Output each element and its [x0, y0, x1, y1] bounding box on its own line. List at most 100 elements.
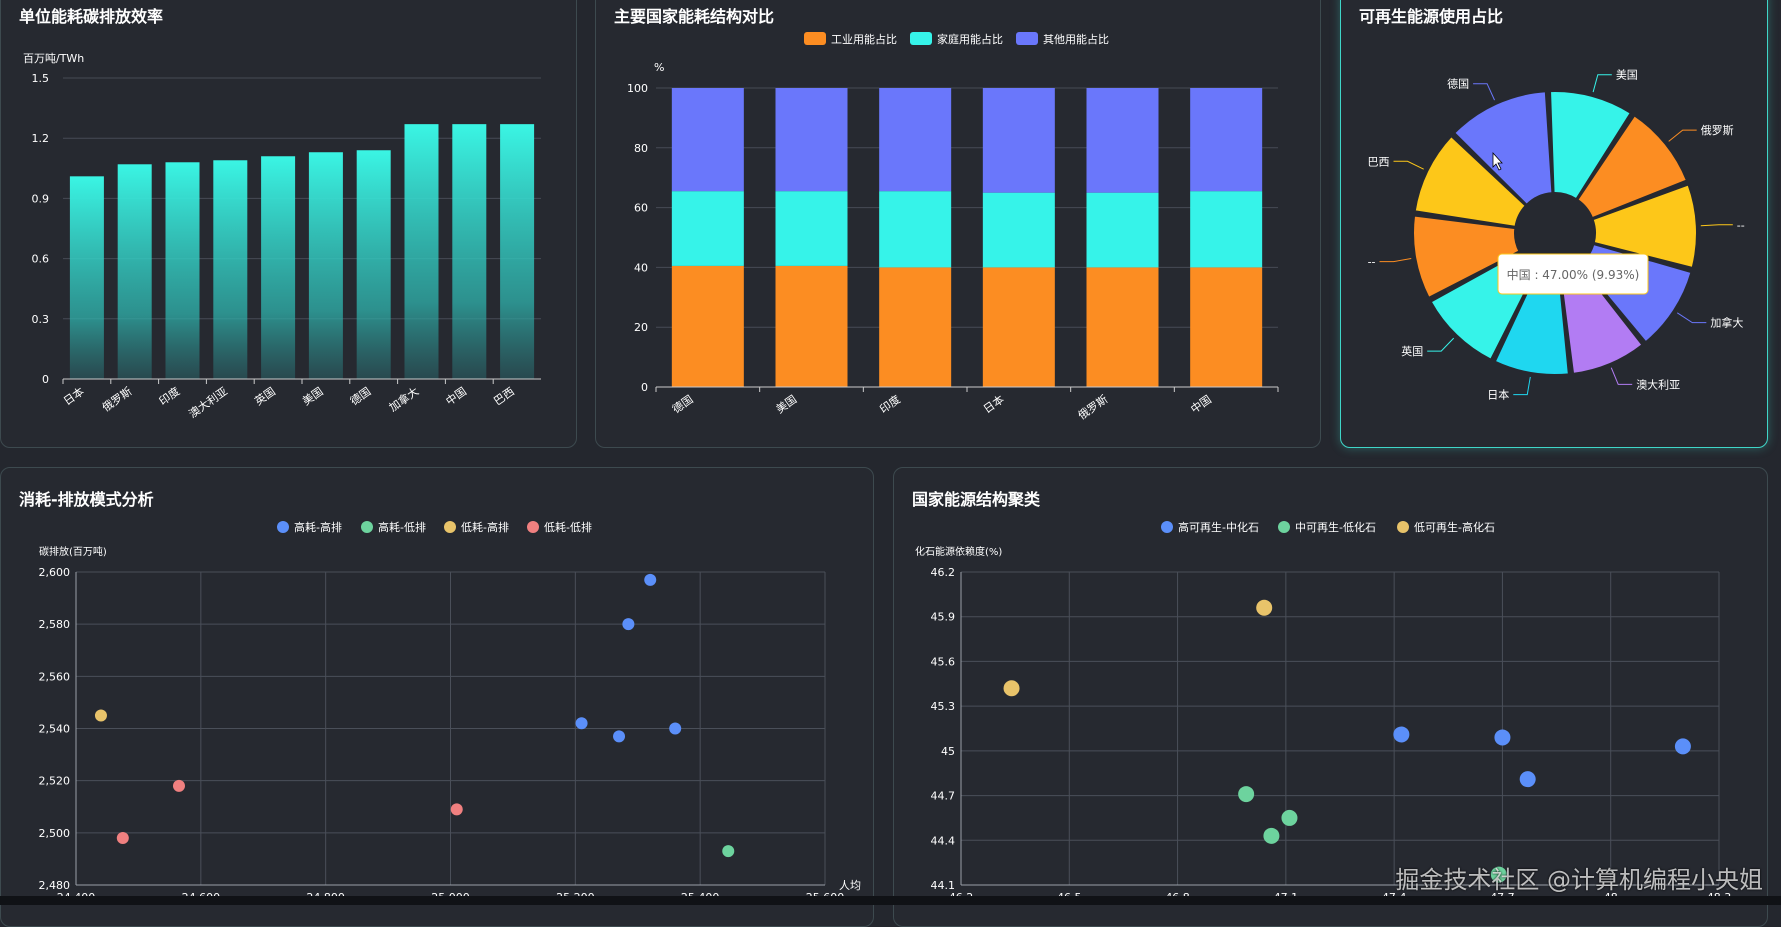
x-tick-label: 澳大利亚	[186, 384, 230, 421]
x-axis-title: 人均	[839, 879, 861, 892]
y-tick-label: 1.2	[32, 132, 50, 145]
label-leader-line	[1668, 129, 1697, 142]
y-axis-title: %	[654, 61, 664, 74]
stacked-bar-segment	[671, 191, 744, 266]
bar	[404, 124, 439, 379]
watermark: 掘金技术社区 @计算机编程小央姐	[1395, 866, 1763, 894]
legend-label: 家庭用能占比	[937, 32, 1003, 46]
pie-slice	[1549, 90, 1632, 201]
x-tick-label: 德国	[670, 392, 696, 416]
panel-title: 可再生能源使用占比	[1359, 7, 1504, 26]
bar	[500, 124, 535, 379]
x-tick-label: 印度	[156, 384, 182, 408]
pie-slice	[1576, 114, 1688, 220]
label-leader-line	[1427, 337, 1455, 352]
bar	[452, 124, 487, 379]
panel-title: 单位能耗碳排放效率	[19, 7, 164, 26]
y-tick-label: 2,580	[39, 618, 71, 631]
carbon-efficiency-bar-chart: 百万吨/TWh 0 0.3 0.6 0.9 1.2 1.5 日本 俄罗斯 印度 澳大利亚 英国 美国 德国…	[23, 52, 541, 421]
slice-label: --	[1737, 219, 1745, 232]
x-tick-label: 美国	[774, 393, 799, 416]
y-tick-label: 2,540	[39, 723, 71, 736]
y-axis-title: 化石能源依赖度(%)	[915, 545, 1002, 558]
bar	[308, 152, 343, 379]
stacked-bar-segment	[775, 191, 848, 266]
stacked-bar-segment	[1086, 88, 1159, 193]
tooltip-box	[1497, 253, 1649, 295]
y-tick-label: 100	[627, 82, 648, 95]
x-tick-label: 日本	[61, 384, 87, 408]
y-tick-label: 0	[42, 373, 49, 386]
pie-slice	[1412, 214, 1521, 299]
y-tick-label: 44.7	[931, 790, 956, 803]
cursor-icon	[1492, 151, 1503, 171]
y-tick-label: 40	[634, 261, 648, 274]
label-leader-line	[1393, 160, 1424, 170]
energy-structure-stacked-bar-chart: 工业用能占比 家庭用能占比 其他用能占比% 0 20 40 60 80 100 德国 美国 印度 日本 俄…	[627, 32, 1279, 423]
scatter-point	[613, 730, 626, 743]
slice-label: 德国	[1447, 77, 1469, 91]
tooltip: 中国 : 47.00% (9.93%)	[1497, 253, 1649, 295]
x-tick-label: 日本	[981, 392, 1007, 416]
legend-label: 工业用能占比	[831, 32, 897, 46]
consumption-emission-panel: 消耗-排放模式分析 高耗-高排 高耗-低排 低耗-高排 低耗-低排 碳排放(百万吨) 2,…	[0, 467, 874, 927]
scatter-point	[1393, 726, 1410, 743]
stacked-bar-segment	[671, 88, 744, 192]
slice-label: 俄罗斯	[1701, 124, 1734, 137]
label-leader-line	[1473, 83, 1495, 101]
panel-title: 主要国家能耗结构对比	[614, 7, 775, 26]
legend-marker	[1161, 521, 1173, 533]
stacked-bar-segment	[671, 265, 744, 387]
x-tick-label: 印度	[877, 392, 903, 416]
slice-label: --	[1368, 256, 1376, 269]
pie-slice	[1591, 183, 1698, 270]
stacked-bar-segment	[982, 88, 1055, 193]
scatter-point	[644, 573, 657, 586]
stacked-bar-segment	[982, 267, 1055, 387]
scatter-point	[172, 779, 185, 792]
stacked-bar-segment	[1190, 267, 1263, 387]
y-tick-label: 44.4	[931, 834, 956, 847]
bar	[117, 164, 152, 379]
legend-marker	[361, 521, 373, 533]
stacked-bar-segment	[775, 265, 848, 387]
scatter-point	[1256, 599, 1273, 616]
y-tick-label: 60	[634, 202, 648, 215]
scatter-point	[450, 803, 463, 816]
scatter-point	[1238, 786, 1255, 803]
tooltip-text: 中国 : 47.00% (9.93%)	[1507, 267, 1640, 282]
scatter-point	[1519, 771, 1536, 788]
scatter-point	[1003, 680, 1020, 697]
y-tick-label: 45.9	[931, 611, 956, 624]
legend-label: 其他用能占比	[1043, 32, 1109, 46]
scatter-point	[722, 845, 735, 858]
label-leader-line	[1592, 74, 1612, 93]
label-leader-line	[1379, 258, 1412, 263]
y-tick-label: 46.2	[931, 566, 956, 579]
y-tick-label: 44.1	[931, 879, 956, 892]
y-tick-label: 2,560	[39, 670, 71, 683]
y-axis-title: 百万吨/TWh	[23, 52, 84, 65]
scatter-point	[116, 832, 129, 845]
legend-swatch	[804, 32, 826, 45]
x-tick-label: 俄罗斯	[100, 385, 134, 415]
x-tick-label: 俄罗斯	[1076, 393, 1110, 423]
energy-structure-panel: 主要国家能耗结构对比 工业用能占比 家庭用能占比 其他用能占比% 0 20 40 60 80 1…	[595, 0, 1321, 448]
y-tick-label: 2,600	[39, 566, 71, 579]
bar	[69, 176, 104, 379]
slice-label: 加拿大	[1710, 316, 1743, 330]
x-tick-label: 英国	[252, 384, 278, 408]
bottom-strip	[0, 896, 1781, 905]
y-tick-label: 0.6	[32, 253, 50, 266]
carbon-efficiency-panel: 单位能耗碳排放效率 百万吨/TWh 0 0.3 0.6 0.9 1.2 1.5 日本 俄罗斯 印度…	[0, 0, 577, 448]
y-tick-label: 1.5	[32, 72, 50, 85]
stacked-bar-segment	[775, 88, 848, 192]
stacked-bar-segment	[1190, 88, 1263, 192]
legend-label: 中可再生-低化石	[1295, 520, 1376, 534]
pie-slice	[1413, 135, 1527, 228]
y-tick-label: 2,500	[39, 827, 71, 840]
y-tick-label: 20	[634, 321, 648, 334]
label-leader-line	[1610, 367, 1633, 385]
